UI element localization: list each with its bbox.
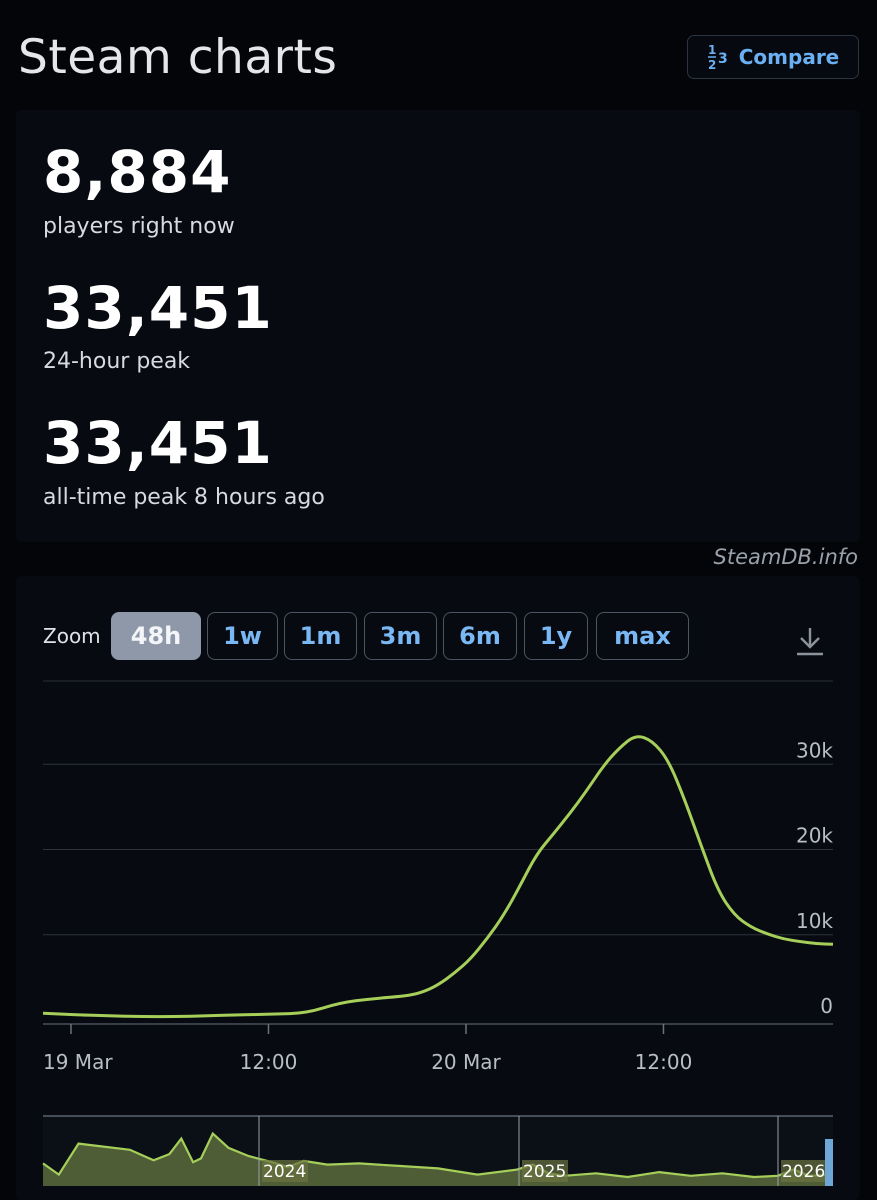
series-line — [42, 735, 834, 1019]
svg-text:3: 3 — [718, 51, 728, 67]
page-title: Steam charts — [18, 30, 338, 85]
navigator-year-label: 2024 — [263, 1162, 306, 1182]
zoom-48h-button[interactable]: 48h — [111, 612, 201, 660]
current-players-value: 8,884 — [43, 138, 232, 206]
svg-text:1: 1 — [708, 43, 716, 57]
x-tick-label: 12:00 — [240, 1050, 298, 1074]
x-tick-label: 20 Mar — [431, 1050, 501, 1074]
navigator-year-label-bg — [522, 1160, 568, 1182]
navigator-year-label: 2026 — [782, 1162, 825, 1182]
y-tick-label: 20k — [796, 824, 833, 848]
compare-label: Compare — [738, 45, 840, 69]
navigator-selection-handle[interactable] — [825, 1139, 833, 1186]
stats-panel: 8,884 players right now 33,451 24-hour p… — [16, 110, 860, 542]
zoom-6m-button[interactable]: 6m — [443, 612, 517, 660]
zoom-label: Zoom — [43, 624, 101, 648]
y-tick-label: 10k — [796, 909, 833, 933]
zoom-max-button[interactable]: max — [596, 612, 689, 660]
navigator-year-label-bg — [262, 1160, 308, 1182]
svg-text:2: 2 — [708, 58, 716, 72]
navigator-line — [42, 1131, 834, 1179]
navigator-year-label-bg — [781, 1160, 827, 1182]
zoom-1m-button[interactable]: 1m — [284, 612, 357, 660]
chart-panel: Zoom 48h 1w 1m 3m 6m 1y max 0 10k 20k 30k 19… — [16, 576, 860, 1200]
ranking-numbers-icon: 1 2 3 — [707, 43, 728, 72]
download-arrow-icon[interactable] — [793, 624, 827, 658]
current-players-label: players right now — [43, 214, 235, 239]
zoom-3m-button[interactable]: 3m — [364, 612, 437, 660]
player-count-chart[interactable]: 0 10k 20k 30k 19 Mar 12:00 20 Mar 12:00 2024 2025… — [16, 576, 860, 1200]
navigator-year-label: 2025 — [523, 1162, 566, 1182]
compare-button[interactable]: 1 2 3 Compare — [687, 35, 859, 79]
y-tick-label: 0 — [820, 994, 833, 1018]
day-peak-label: 24-hour peak — [43, 349, 191, 374]
day-peak-value: 33,451 — [43, 274, 273, 342]
x-tick-label: 19 Mar — [43, 1050, 113, 1074]
watermark-link[interactable]: SteamDB.info — [713, 545, 858, 569]
x-tick-label: 12:00 — [635, 1050, 693, 1074]
all-time-peak-value: 33,451 — [43, 409, 273, 477]
y-tick-label: 30k — [796, 738, 833, 762]
navigator-area — [43, 1133, 833, 1186]
zoom-1y-button[interactable]: 1y — [524, 612, 588, 660]
all-time-peak-label: all-time peak 8 hours ago — [43, 485, 325, 510]
zoom-1w-button[interactable]: 1w — [207, 612, 278, 660]
